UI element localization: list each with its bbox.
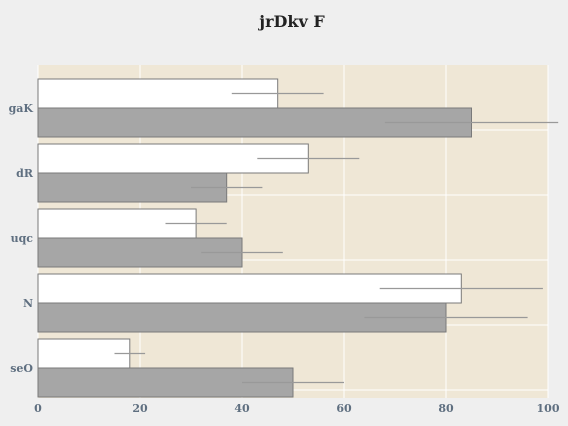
x-tick-label: 20 xyxy=(132,402,148,415)
x-tick-label: 60 xyxy=(336,402,352,415)
y-tick-label: seO xyxy=(10,362,33,375)
y-tick-label: dR xyxy=(16,167,34,180)
x-tick-label: 40 xyxy=(234,402,250,415)
chart-title: jrDkv F xyxy=(257,12,325,31)
x-tick-label: 80 xyxy=(438,402,454,415)
x-axis-ticks: 0 20 40 60 80 100 xyxy=(34,402,560,415)
error-bars xyxy=(114,92,559,384)
y-tick-label: N xyxy=(23,297,33,310)
y-tick-label: gaK xyxy=(9,102,34,115)
x-tick-label: 100 xyxy=(537,402,560,415)
x-tick-label: 0 xyxy=(34,402,42,415)
y-tick-label: uqc xyxy=(11,232,34,245)
